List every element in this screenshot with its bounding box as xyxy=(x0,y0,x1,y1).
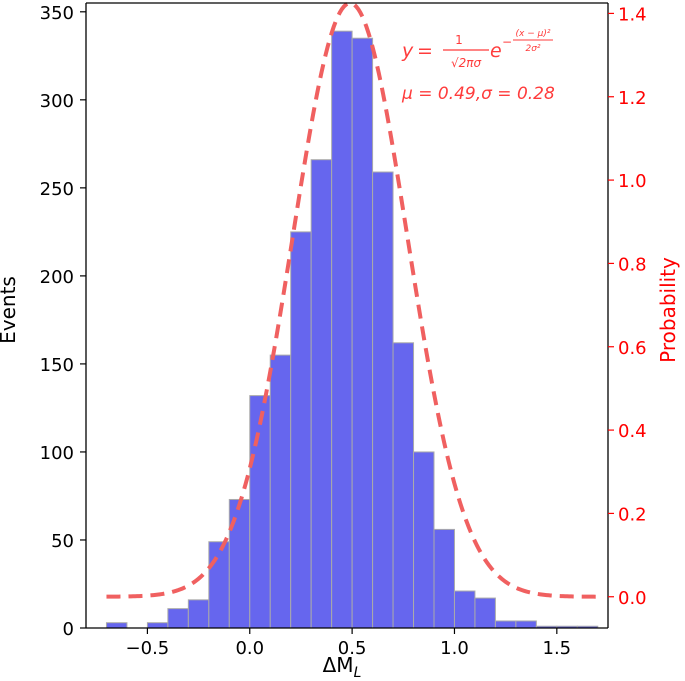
x-axis-title-sub: L xyxy=(354,665,362,681)
histogram-bar xyxy=(249,395,271,629)
y-tick-label: 50 xyxy=(51,531,74,552)
x-axis-title-main: ΔM xyxy=(323,653,354,677)
y2-tick-label: 1.0 xyxy=(618,171,647,192)
y-tick-label: 350 xyxy=(40,3,74,24)
y-tick-label: 300 xyxy=(40,91,74,112)
y2-tick-label: 0.4 xyxy=(618,421,647,442)
x-tick-label: 0.0 xyxy=(235,638,264,659)
x-tick-label: 1.5 xyxy=(543,638,572,659)
y2-tick-label: 0.0 xyxy=(618,588,647,609)
formula-annotation: y = 1 √2πσ e − (x − μ)² 2σ² μ = 0.49,σ =… xyxy=(401,29,555,104)
histogram-bar xyxy=(208,541,230,629)
histogram-bar xyxy=(453,590,476,629)
histogram-bar xyxy=(372,171,394,629)
y2-tick-label: 0.6 xyxy=(618,338,647,359)
histogram-bar xyxy=(290,231,312,629)
histogram-bar xyxy=(187,599,210,629)
plot-frame xyxy=(85,2,609,629)
y-tick-label: 250 xyxy=(40,179,74,200)
histogram-bar xyxy=(474,597,496,629)
histogram-bar xyxy=(392,342,415,629)
y2-tick-label: 0.2 xyxy=(618,504,647,525)
formula-frac-denominator: √2πσ xyxy=(451,56,482,70)
formula-eq: = xyxy=(417,40,433,62)
y-axis-ticks: 0 50 100 150 200 250 300 350 xyxy=(40,3,86,640)
histogram-bar xyxy=(433,528,455,629)
y-tick-label: 100 xyxy=(40,443,74,464)
y-tick-label: 200 xyxy=(40,267,74,288)
histogram-bar xyxy=(269,354,292,629)
formula-frac-numerator: 1 xyxy=(455,33,463,47)
histogram-bar xyxy=(228,498,251,629)
formula-exp-numerator: (x − μ)² xyxy=(516,29,551,39)
x-axis-title: ΔML xyxy=(323,653,362,681)
histogram-bar xyxy=(105,622,128,629)
histogram-bar xyxy=(515,620,537,629)
histogram-bar xyxy=(351,37,374,629)
x-tick-label: 1.0 xyxy=(440,638,469,659)
formula-exp-minus: − xyxy=(502,35,512,49)
y-tick-label: 0 xyxy=(63,619,74,640)
y2-tick-label: 1.4 xyxy=(618,4,647,25)
histogram-bars xyxy=(105,30,599,629)
y-axis-title: Events xyxy=(0,276,20,344)
y2-tick-label: 1.2 xyxy=(618,88,647,109)
histogram-bar xyxy=(413,451,435,629)
histogram-bar xyxy=(331,30,353,629)
formula-exp-denominator: 2σ² xyxy=(525,44,540,54)
x-axis-ticks: −0.5 0.0 0.5 1.0 1.5 xyxy=(126,628,572,659)
histogram-bar xyxy=(167,608,189,629)
formula-exp-base: e xyxy=(490,40,502,62)
y-tick-label: 150 xyxy=(40,355,74,376)
y2-axis-title: Probability xyxy=(656,257,680,363)
x-tick-label: 0.5 xyxy=(338,638,367,659)
histogram-bar xyxy=(146,622,169,629)
fit-parameters: μ = 0.49,σ = 0.28 xyxy=(401,84,555,104)
histogram-bar xyxy=(494,620,517,629)
y2-tick-label: 0.8 xyxy=(618,254,647,275)
histogram-bar xyxy=(310,159,333,629)
formula-lhs: y xyxy=(401,40,414,62)
y2-axis-ticks: 0.0 0.2 0.4 0.6 0.8 1.0 1.2 1.4 xyxy=(608,4,647,609)
x-tick-label: −0.5 xyxy=(126,638,170,659)
